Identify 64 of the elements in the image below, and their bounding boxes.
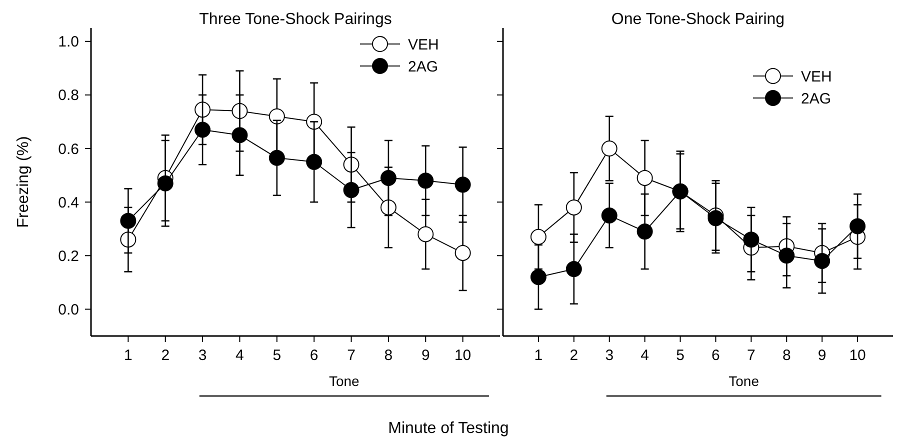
point (268, 150, 285, 166)
point (566, 261, 582, 278)
point (418, 226, 434, 242)
point (232, 127, 248, 144)
x-tick-label: 7 (747, 347, 756, 364)
legend-label: 2AG (408, 58, 438, 76)
x-tick-label: 9 (818, 347, 826, 364)
point (454, 176, 471, 193)
x-tick-label: 8 (384, 347, 393, 364)
point (306, 154, 322, 170)
point (530, 228, 546, 245)
text: Tone (328, 373, 360, 389)
legend-label: VEH (801, 68, 832, 86)
y-tick-label: 0.6 (58, 140, 79, 158)
x-tick-label: 9 (421, 347, 430, 364)
x-tick-label: 1 (534, 347, 543, 364)
x-tick-label: 4 (640, 347, 649, 364)
legend-label: VEH (408, 36, 439, 54)
x-tick-label: 6 (712, 347, 720, 364)
x-tick-label: 6 (310, 347, 318, 364)
y-axis-title: Freezing (%) (15, 136, 32, 228)
x-tick-label: 5 (676, 347, 684, 364)
chart-title: One Tone-Shock Pairing (611, 11, 785, 28)
point (636, 170, 653, 186)
chart-title: Three Tone-Shock Pairings (199, 11, 392, 28)
y-tick-label: 0.0 (58, 301, 79, 318)
point (380, 199, 396, 216)
x-tick-label: 10 (454, 347, 472, 364)
y-tick-label: 1.0 (58, 34, 79, 51)
point (194, 122, 211, 138)
x-tick-label: 10 (849, 347, 866, 364)
point (157, 175, 174, 192)
point (636, 224, 653, 240)
point (120, 212, 136, 229)
x-tick-label: 2 (570, 347, 578, 364)
point (778, 248, 795, 264)
point (601, 140, 618, 157)
point (418, 172, 434, 189)
point (530, 269, 546, 286)
y-tick-label: 0.2 (58, 248, 79, 265)
y-tick-label: 0.4 (58, 194, 79, 212)
legend-label: 2AG (801, 90, 832, 108)
x-tick-label: 3 (605, 347, 614, 364)
x-tick-label: 8 (782, 347, 791, 364)
point (601, 207, 618, 224)
x-tick-label: 2 (161, 347, 170, 364)
point (708, 210, 724, 226)
point (380, 170, 396, 186)
x-axis-title: Minute of Testing (388, 420, 509, 437)
point (454, 244, 471, 261)
x-tick-label: 4 (236, 347, 244, 364)
x-tick-label: 5 (272, 347, 282, 364)
point (268, 108, 285, 124)
x-tick-label: 3 (198, 347, 207, 364)
point (343, 182, 360, 198)
x-tick-label: 7 (347, 347, 356, 364)
point (566, 199, 582, 216)
point (194, 102, 211, 118)
point (743, 232, 760, 248)
point (814, 253, 830, 270)
point (850, 218, 866, 234)
y-tick-label: 0.8 (58, 87, 79, 104)
text: Tone (728, 373, 760, 389)
x-tick-label: 1 (124, 347, 132, 364)
